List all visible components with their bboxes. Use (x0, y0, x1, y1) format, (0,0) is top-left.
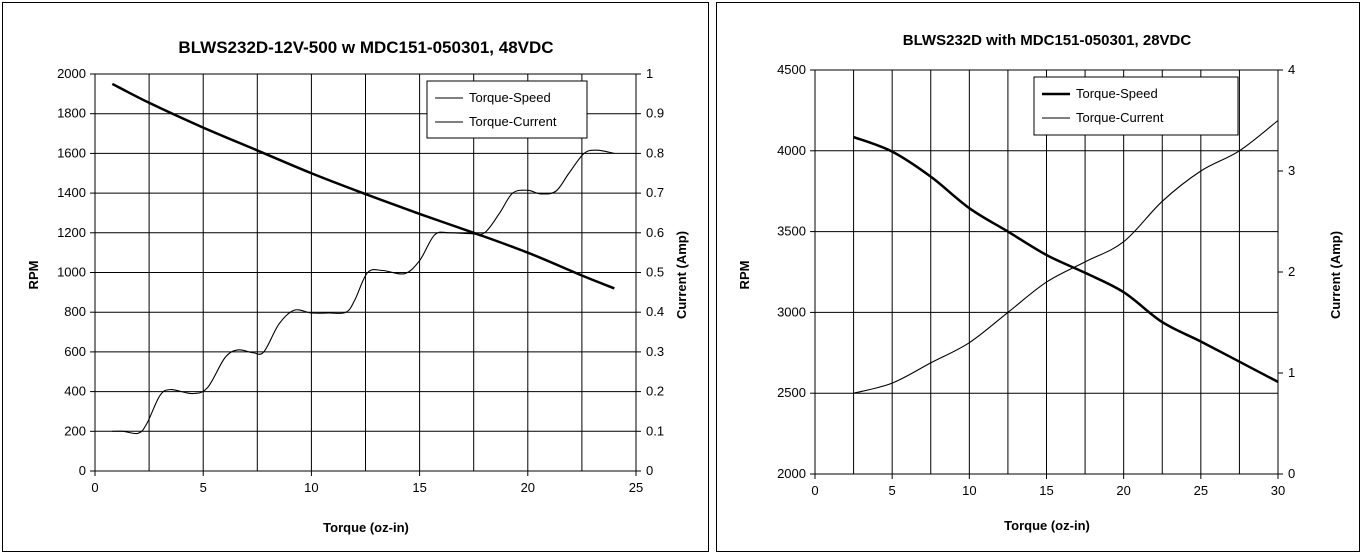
x-tick-label: 20 (521, 480, 535, 495)
x-tick-label: 0 (811, 483, 818, 498)
x-tick-label: 5 (889, 483, 896, 498)
y2-tick-label: 2 (1288, 264, 1295, 279)
grid (815, 70, 1278, 474)
y-axis-label: RPM (737, 261, 752, 290)
y-tick-label: 1400 (57, 185, 86, 200)
legend-box (426, 80, 588, 139)
series-line-torque-current (112, 149, 615, 435)
y2-tick-label: 0 (1288, 466, 1295, 481)
axes: 2000 2500 3000 3500 4000 4500 0 1 2 3 4 0 5 10 15 20 25 3… (777, 62, 1295, 498)
x-axis-label: Torque (oz-in) (1004, 518, 1090, 533)
grid (95, 74, 636, 471)
y-tick-label: 200 (64, 423, 86, 438)
y-tick-label: 0 (79, 463, 86, 478)
y-tick-label: 2500 (777, 385, 806, 400)
chart-title: BLWS232D-12V-500 w MDC151-050301, 48VDC (178, 38, 553, 57)
series-line-torque-speed (111, 82, 615, 290)
legend-label: Torque-Speed (469, 90, 551, 105)
x-tick-label: 30 (1271, 483, 1285, 498)
y-tick-label: 1600 (57, 145, 86, 160)
series-group (853, 120, 1279, 394)
axes: 020040060080010001200140016001800200000.… (57, 66, 664, 495)
legend: Torque-Speed Torque-Current (1033, 76, 1239, 136)
y2-axis-label: Current (Amp) (674, 231, 689, 319)
x-tick-label: 0 (91, 480, 98, 495)
y2-tick-label: 0.7 (646, 185, 664, 200)
y-tick-label: 2000 (777, 466, 806, 481)
y-tick-label: 1200 (57, 225, 86, 240)
legend-label: Torque-Current (469, 114, 557, 129)
series-group (111, 82, 615, 435)
y2-tick-label: 0.8 (646, 145, 664, 160)
y-tick-label: 2000 (57, 66, 86, 81)
y-tick-label: 400 (64, 384, 86, 399)
y2-tick-label: 0 (646, 463, 653, 478)
x-tick-label: 15 (1039, 483, 1053, 498)
x-tick-label: 10 (304, 480, 318, 495)
y-tick-label: 4500 (777, 62, 806, 77)
x-tick-label: 15 (412, 480, 426, 495)
y2-tick-label: 1 (646, 66, 653, 81)
y2-tick-label: 0.6 (646, 225, 664, 240)
y2-axis-label: Current (Amp) (1328, 231, 1343, 319)
x-tick-label: 25 (1194, 483, 1208, 498)
y2-tick-label: 4 (1288, 62, 1295, 77)
y2-tick-label: 1 (1288, 365, 1295, 380)
chart-panel-right: BLWS232D with MDC151-050301, 28VDC 2000 2… (716, 2, 1360, 552)
y-tick-label: 3000 (777, 304, 806, 319)
x-axis-label: Torque (oz-in) (323, 520, 409, 535)
legend-box (1033, 76, 1239, 136)
chart-right: BLWS232D with MDC151-050301, 28VDC 20002… (737, 32, 1343, 533)
legend: Torque-Speed Torque-Current (426, 80, 588, 139)
y-tick-label: 1000 (57, 265, 86, 280)
y-tick-label: 600 (64, 344, 86, 359)
y2-tick-label: 0.1 (646, 423, 664, 438)
legend-label: Torque-Speed (1076, 86, 1158, 101)
y-tick-label: 800 (64, 304, 86, 319)
chart-title: BLWS232D with MDC151-050301, 28VDC (903, 32, 1192, 49)
y2-tick-label: 0.9 (646, 106, 664, 121)
x-tick-label: 20 (1116, 483, 1130, 498)
y-tick-label: 3500 (777, 224, 806, 239)
y2-tick-label: 0.4 (646, 304, 664, 319)
y-tick-label: 1800 (57, 106, 86, 121)
y2-tick-label: 0.3 (646, 344, 664, 359)
y2-tick-label: 0.2 (646, 384, 664, 399)
x-tick-label: 25 (629, 480, 643, 495)
chart-left: BLWS232D-12V-500 w MDC151-050301, 48VDC … (26, 38, 689, 535)
y2-tick-label: 0.5 (646, 265, 664, 280)
legend-label: Torque-Current (1076, 110, 1164, 125)
x-tick-label: 5 (200, 480, 207, 495)
y2-tick-label: 3 (1288, 163, 1295, 178)
series-line-torque-current (853, 120, 1279, 394)
series-line-torque-speed (853, 135, 1279, 383)
x-tick-label: 10 (962, 483, 976, 498)
y-tick-label: 4000 (777, 143, 806, 158)
y-axis-label: RPM (26, 261, 41, 290)
chart-panel-left: BLWS232D-12V-500 w MDC151-050301, 48VDC … (2, 2, 709, 552)
